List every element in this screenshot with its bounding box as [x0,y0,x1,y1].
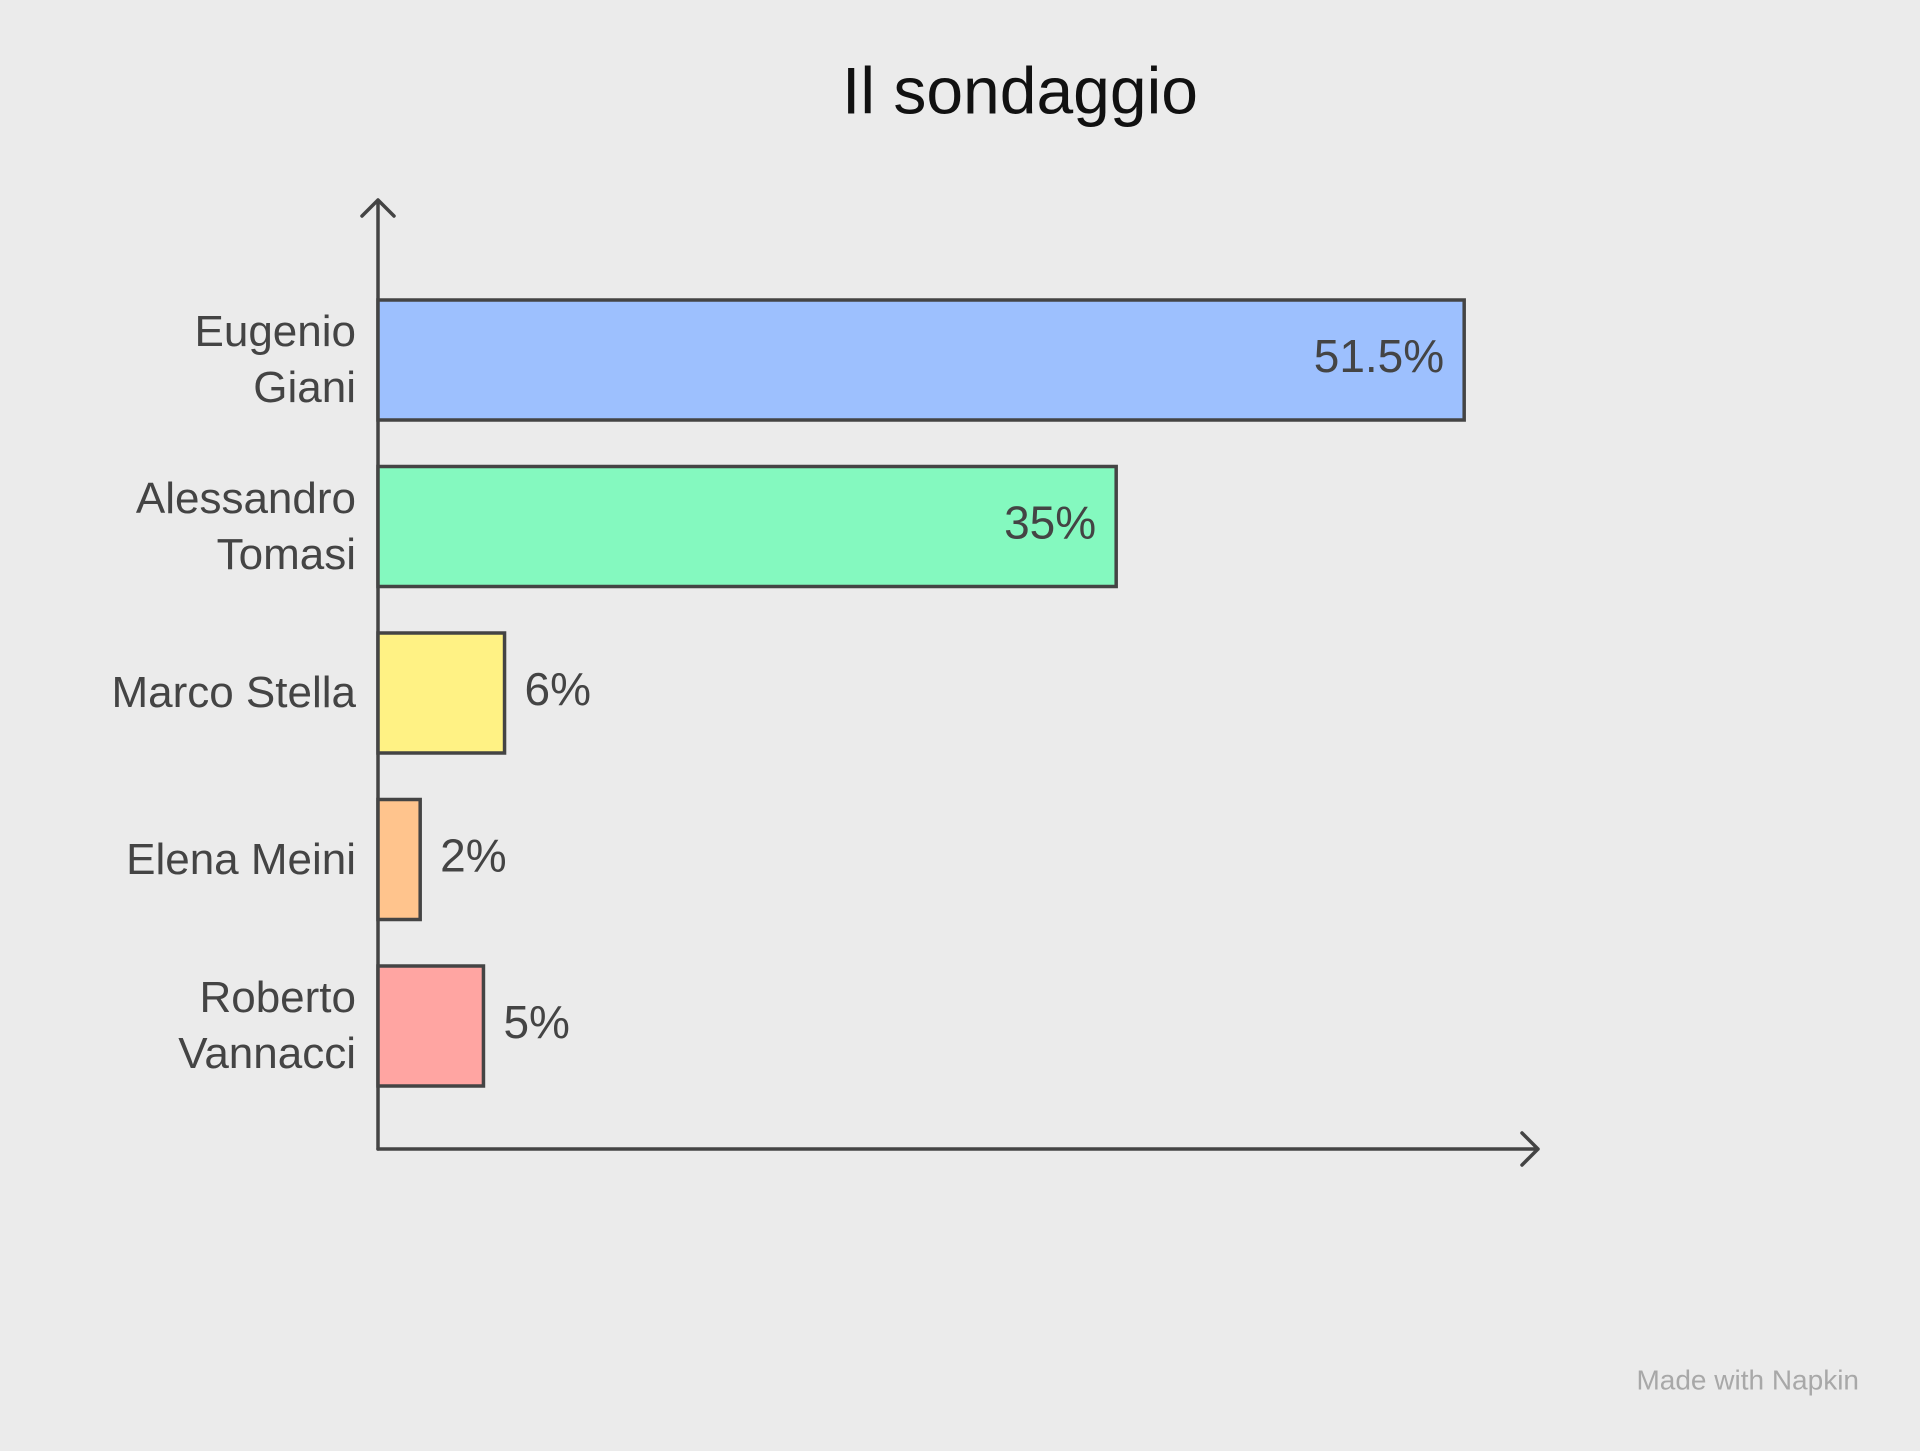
value-label: 6% [525,663,591,715]
x-axis [376,1131,1540,1167]
category-label: Marco Stella [111,668,356,717]
bar [376,298,1466,422]
credit: Made with Napkin [1636,1364,1859,1395]
bar [376,964,486,1088]
value-label: 2% [440,830,506,882]
value-label: 35% [1004,497,1096,549]
value-label: 51.5% [1314,330,1444,382]
category-label: Alessandro Tomasi [135,473,356,579]
value-label: 5% [503,996,569,1048]
bar [376,631,507,755]
category-label: Elena Meini [126,834,356,884]
category-label: Roberto Vannacci [178,973,356,1078]
category-label: Eugenio Giani [194,307,356,412]
bar [376,464,1118,589]
chart-title: Il sondaggio [842,53,1198,127]
bar [376,797,422,922]
